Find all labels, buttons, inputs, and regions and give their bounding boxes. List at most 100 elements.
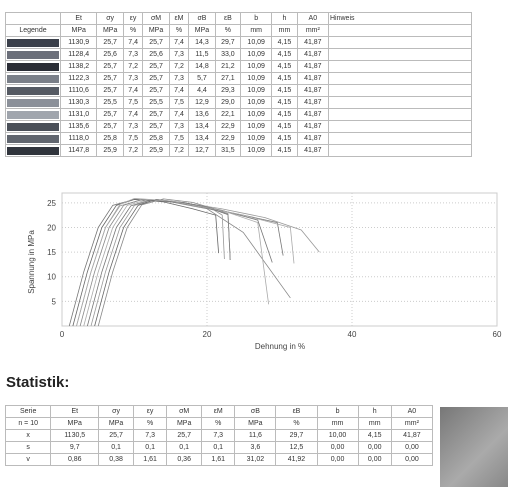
data-cell: 4,15 bbox=[357, 429, 392, 442]
data-cell: 4,15 bbox=[271, 84, 298, 97]
header-cell: σy bbox=[98, 405, 134, 418]
y-tick-label: 20 bbox=[47, 223, 56, 232]
data-cell: 22,9 bbox=[214, 132, 242, 145]
data-cell: 3,6 bbox=[234, 441, 277, 454]
chart: Dehnung in % Spannung in MPa 5 10 15 20 25 0 2… bbox=[27, 192, 502, 351]
data-cell: 7,3 bbox=[132, 429, 168, 442]
x-tick-label: 0 bbox=[60, 330, 65, 339]
data-cell: 11,6 bbox=[234, 429, 277, 442]
data-cell: 10,00 bbox=[316, 429, 359, 442]
data-row: 1138,2 25,7 7,2 25,7 7,2 14,8 21,2 10,09 4,15 41,… bbox=[5, 60, 472, 73]
data-cell: s bbox=[4, 441, 52, 454]
data-cell: 25,9 bbox=[96, 144, 124, 157]
unit-cell: % bbox=[201, 417, 236, 430]
curve bbox=[79, 198, 291, 327]
data-cell: 0,38 bbox=[98, 453, 134, 466]
header-cell: εB bbox=[275, 405, 318, 418]
legend-swatch bbox=[7, 110, 59, 119]
data-cell: 7,5 bbox=[168, 96, 190, 109]
data-cell: 12,5 bbox=[275, 441, 318, 454]
legend-swatch bbox=[7, 122, 59, 131]
header-cell: h bbox=[357, 405, 392, 418]
data-cell: 0,1 bbox=[132, 441, 168, 454]
y-axis-label: Spannung in MPa bbox=[27, 230, 36, 294]
data-cell: 0,1 bbox=[98, 441, 134, 454]
data-cell: 7,2 bbox=[168, 144, 190, 157]
unit-cell: mm² bbox=[390, 417, 434, 430]
unit-cell: mm bbox=[316, 417, 359, 430]
x-tick-label: 40 bbox=[348, 330, 357, 339]
data-cell: 7,4 bbox=[168, 108, 190, 121]
unit-cell: MPa bbox=[98, 417, 134, 430]
data-row: 1130,3 25,5 7,5 25,5 7,5 12,9 29,0 10,09 4,15 41,… bbox=[5, 96, 472, 109]
data-cell: 7,3 bbox=[201, 429, 236, 442]
legend-swatch bbox=[7, 62, 59, 71]
header-cell: b bbox=[316, 405, 359, 418]
data-cell: v bbox=[4, 453, 52, 466]
data-cell: 31,02 bbox=[234, 453, 277, 466]
data-cell: 1118,0 bbox=[59, 132, 98, 145]
data-cell: 4,15 bbox=[271, 144, 298, 157]
data-row: 1135,6 25,7 7,3 25,7 7,3 13,4 22,9 10,09 4,15 41,… bbox=[5, 120, 472, 133]
data-cell: 41,87 bbox=[296, 120, 330, 133]
data-cell: 0,00 bbox=[316, 453, 359, 466]
legend-swatch bbox=[7, 38, 59, 47]
data-row: 1110,6 25,7 7,4 25,7 7,4 4,4 29,3 10,09 4,15 41,8… bbox=[5, 84, 472, 97]
curve bbox=[94, 198, 231, 327]
unit-cell: MPa bbox=[166, 417, 203, 430]
data-cell: 29,7 bbox=[275, 429, 318, 442]
y-tick-label: 10 bbox=[47, 273, 56, 282]
header-cell: σM bbox=[166, 405, 203, 418]
header-cell: εy bbox=[132, 405, 168, 418]
data-cell: 9,7 bbox=[50, 441, 100, 454]
data-cell: 1,61 bbox=[132, 453, 168, 466]
data-row: 1122,3 25,7 7,3 25,7 7,3 5,7 27,1 10,09 4,15 41,8… bbox=[5, 72, 472, 85]
header-cell: σB bbox=[234, 405, 277, 418]
header-cell: Et bbox=[50, 405, 100, 418]
curve bbox=[76, 199, 320, 327]
header-cell: Serie bbox=[4, 405, 52, 418]
data-row: 1147,8 25,9 7,2 25,9 7,2 12,7 31,5 10,09 4,15 41,… bbox=[5, 144, 472, 157]
units-row: n = 10 MPa MPa% MPa% MPa% mm mm mm² bbox=[4, 417, 434, 430]
x-axis-label: Dehnung in % bbox=[255, 342, 305, 351]
header-row: Serie Et σy εy σM εM σB εB b h A0 bbox=[4, 405, 434, 418]
curve bbox=[76, 198, 295, 327]
data-cell: 0,1 bbox=[166, 441, 203, 454]
unit-cell: MPa bbox=[50, 417, 100, 430]
data-cell: 0,86 bbox=[50, 453, 100, 466]
legend-swatch bbox=[7, 146, 59, 155]
y-tick-label: 5 bbox=[52, 297, 57, 306]
data-cell: 0,00 bbox=[357, 441, 392, 454]
unit-cell: MPa bbox=[234, 417, 277, 430]
header-cell: εM bbox=[168, 12, 190, 25]
unit-cell: mm bbox=[357, 417, 392, 430]
legend-swatch bbox=[7, 74, 59, 83]
curve bbox=[72, 198, 219, 327]
legend-swatch bbox=[7, 50, 59, 59]
statistics-table: Serie Et σy εy σM εM σB εB b h A0 n = 10 MPa MPa% MPa%… bbox=[4, 405, 434, 466]
data-cell: 0,36 bbox=[166, 453, 203, 466]
plot-frame bbox=[61, 192, 498, 327]
y-tick-label: 25 bbox=[47, 199, 56, 208]
results-table: Et σy εy σM εM σB εB b h A0 Hinweis Legende MPa MPa% M… bbox=[5, 12, 472, 157]
unit-cell: % bbox=[275, 417, 318, 430]
x-tick-label: 20 bbox=[203, 330, 212, 339]
data-row: x 1130,5 25,7 7,3 25,7 7,3 11,6 29,7 10,00 4,15 41… bbox=[4, 429, 434, 442]
data-cell: 41,87 bbox=[390, 429, 434, 442]
data-cell: 1147,8 bbox=[59, 144, 98, 157]
legend-swatch bbox=[7, 86, 59, 95]
units-row: Legende MPa MPa% MPa% MPa% mm mm mm² bbox=[5, 24, 472, 37]
data-cell: 1130,5 bbox=[50, 429, 100, 442]
data-cell: 7,2 bbox=[122, 144, 144, 157]
unit-cell: % bbox=[132, 417, 168, 430]
data-cell: 25,7 bbox=[166, 429, 203, 442]
y-tick-label: 15 bbox=[47, 248, 56, 257]
data-cell: 0,00 bbox=[390, 441, 434, 454]
data-cell: 21,2 bbox=[214, 60, 242, 73]
data-cell: 25,7 bbox=[98, 429, 134, 442]
unit-cell: n = 10 bbox=[4, 417, 52, 430]
data-cell: x bbox=[4, 429, 52, 442]
legend-swatch bbox=[7, 98, 59, 107]
data-cell: 1,61 bbox=[201, 453, 236, 466]
